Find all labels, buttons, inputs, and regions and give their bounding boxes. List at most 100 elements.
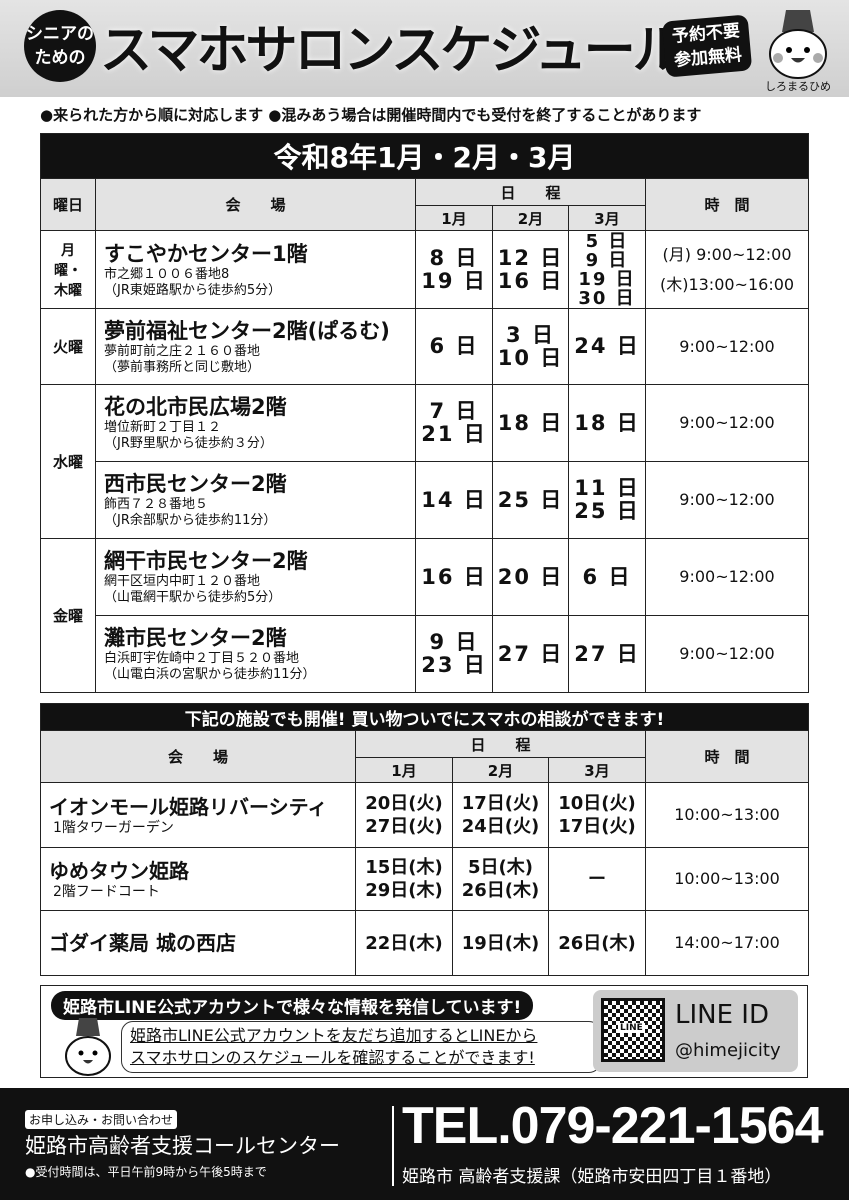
venue-name: 網干市民センター2階 — [104, 549, 308, 573]
date: 18 日 — [574, 410, 640, 435]
venue-floor: 2階フードコート — [53, 884, 160, 900]
weekday-cell: 月曜・木曜 — [40, 230, 96, 309]
header-jan: 1月 — [355, 757, 453, 783]
date: 29日(木) — [365, 880, 443, 901]
extra-row: イオンモール姫路リバーシティ 1階タワーガーデン 20日(火) 27日(火) 17日(火… — [40, 782, 810, 848]
date-cell-feb: 3 日 10 日 — [492, 308, 569, 385]
date-cell-jan: 15日(木) 29日(木) — [355, 847, 453, 911]
extra-title: 下記の施設でも開催! 買い物ついでにスマホの相談ができます! — [39, 703, 810, 731]
mascot-icon — [65, 1018, 111, 1076]
schedule-row: 月曜・木曜 すこやかセンター1階 市之郷１００６番地8 （JR東姫路駅から徒歩約5分）… — [40, 230, 810, 309]
date: 16 日 — [497, 268, 564, 293]
reception-hours: ●受付時間は、平日午前9時から午後5時まで — [25, 1165, 267, 1179]
header-banner: シニアの ための スマホサロンスケジュール表 予約不要 参加無料 しろまるひめ — [0, 0, 849, 97]
date: 9 日 — [429, 630, 479, 654]
schedule-title: 令和8年1月・2月・3月 — [39, 133, 810, 179]
qr-label: LINE — [618, 1023, 645, 1033]
schedule-row: 金曜 網干市民センター2階 網干区垣内中町１２０番地 （山電網干駅から徒歩約5分） 16… — [40, 538, 810, 693]
date-cell-jan: 14 日 — [415, 461, 493, 539]
date: ー — [588, 868, 606, 890]
time-cell: 9:00~12:00 — [644, 308, 810, 385]
date: 23 日 — [421, 653, 487, 677]
badge-line2: 参加無料 — [673, 45, 743, 71]
date: 26日(木) — [558, 932, 636, 954]
date: 21 日 — [421, 422, 487, 446]
date: 15日(木) — [365, 857, 443, 878]
venue-access: （夢前事務所と同じ敷地） — [104, 359, 261, 375]
date: 7 日 — [429, 399, 479, 423]
venue-name: すこやかセンター1階 — [104, 241, 308, 266]
bubble-line1: 姫路市LINE公式アカウントを友だち追加するとLINEから — [130, 1026, 538, 1045]
header-dates: 日 程 — [415, 178, 646, 206]
date-cell-feb: 17日(火) 24日(火) — [452, 782, 549, 848]
venue-access: （JR東姫路駅から徒歩約5分） — [104, 282, 282, 298]
date: 14 日 — [421, 487, 487, 512]
line-handle[interactable]: @himejicity — [675, 1040, 781, 1061]
schedule-row: 灘市民センター2階 白浜町宇佐崎中２丁目５２０番地 （山電白浜の宮駅から徒歩約11分… — [41, 615, 810, 693]
header-mar: 3月 — [568, 205, 646, 231]
date-cell-mar: 26日(木) — [548, 910, 646, 976]
line-id-label: LINE ID — [675, 1000, 769, 1030]
line-caption: 姫路市LINE公式アカウントで様々な情報を発信しています! — [51, 991, 534, 1020]
venue-name: ゴダイ薬局 城の西店 — [49, 931, 236, 955]
time-cell: 14:00~17:00 — [644, 910, 810, 976]
venue-access: （山電白浜の宮駅から徒歩約11分） — [104, 667, 316, 682]
venue-cell: 花の北市民広場2階 増位新町２丁目１２ （JR野里駅から徒歩約３分） — [95, 384, 416, 462]
line-id-panel: LINE LINE ID @himejicity — [593, 990, 798, 1072]
date-cell-feb: 25 日 — [492, 461, 569, 539]
date: 5日(木) — [468, 857, 533, 878]
venue-address: 白浜町宇佐崎中２丁目５２０番地 — [104, 651, 300, 666]
time-cell: 10:00~13:00 — [644, 847, 810, 911]
venue-name: イオンモール姫路リバーシティ — [49, 795, 328, 819]
venue-cell: 西市民センター2階 飾西７２８番地５ （JR余部駅から徒歩約11分） — [95, 461, 416, 539]
venue-address: 市之郷１００６番地8 — [104, 266, 230, 282]
venue-address: 夢前町前之庄２１６０番地 — [104, 343, 261, 359]
divider — [392, 1106, 394, 1186]
date: 5 日 — [585, 230, 629, 252]
mascot-image: しろまるひめ — [758, 6, 838, 94]
date-cell-jan: 20日(火) 27日(火) — [355, 782, 453, 848]
qr-code[interactable]: LINE — [601, 998, 665, 1062]
mascot-label: しろまるひめ — [765, 80, 831, 93]
date: 26日(木) — [461, 880, 540, 901]
date: 19 日 — [421, 268, 487, 293]
venue-cell: ゴダイ薬局 城の西店 — [40, 910, 356, 976]
venue-floor: 1階タワーガーデン — [53, 820, 174, 836]
date: 11 日 — [574, 476, 640, 500]
time: 9:00~12:00 — [679, 336, 775, 356]
venue-name: 花の北市民広場2階 — [104, 395, 287, 419]
date: 12 日 — [497, 245, 564, 270]
date: 18 日 — [497, 410, 564, 435]
header-venue: 会 場 — [40, 730, 356, 783]
date: 25 日 — [574, 499, 640, 523]
weekday-cell: 水曜 — [40, 384, 96, 539]
page-title: スマホサロンスケジュール表 — [100, 21, 734, 81]
date: 30 日 — [578, 287, 636, 309]
date: 6 日 — [582, 564, 632, 589]
header-mar: 3月 — [548, 757, 646, 783]
venue-name: ゆめタウン姫路 — [49, 859, 189, 883]
date-cell-jan: 7 日 21 日 — [415, 384, 493, 462]
date-cell-jan: 8 日 19 日 — [415, 230, 493, 309]
date: 3 日 — [506, 322, 555, 347]
venue-name: 西市民センター2階 — [104, 472, 287, 496]
schedule-row: 火曜 夢前福祉センター2階(ぱるむ) 夢前町前之庄２１６０番地 （夢前事務所と同じ敷地… — [40, 308, 810, 385]
header-feb: 2月 — [452, 757, 549, 783]
venue-cell: 夢前福祉センター2階(ぱるむ) 夢前町前之庄２１６０番地 （夢前事務所と同じ敷地） — [95, 308, 416, 385]
date-cell-feb: 27 日 — [492, 615, 569, 693]
time-cell: 10:00~13:00 — [644, 782, 810, 848]
phone-number[interactable]: TEL.079-221-1564 — [402, 1097, 823, 1155]
schedule-row: 西市民センター2階 飾西７２８番地５ （JR余部駅から徒歩約11分） 14 日 25 日… — [41, 461, 810, 539]
date: 10日(火) — [558, 793, 636, 814]
contact-tag: お申し込み・お問い合わせ — [25, 1110, 178, 1129]
time: 9:00~12:00 — [679, 490, 775, 509]
header-feb: 2月 — [492, 205, 569, 231]
date-cell-feb: 5日(木) 26日(木) — [452, 847, 549, 911]
call-center-name: 姫路市高齢者支援コールセンター — [25, 1134, 340, 1158]
venue-access: （JR余部駅から徒歩約11分） — [104, 513, 277, 528]
circle-line1: シニアの — [26, 24, 94, 44]
senior-circle-badge: シニアの ための — [24, 10, 96, 82]
extra-venues-table: 下記の施設でも開催! 買い物ついでにスマホの相談ができます! 会 場日 程時 間… — [39, 703, 810, 976]
date-cell-jan: 16 日 — [415, 538, 493, 616]
